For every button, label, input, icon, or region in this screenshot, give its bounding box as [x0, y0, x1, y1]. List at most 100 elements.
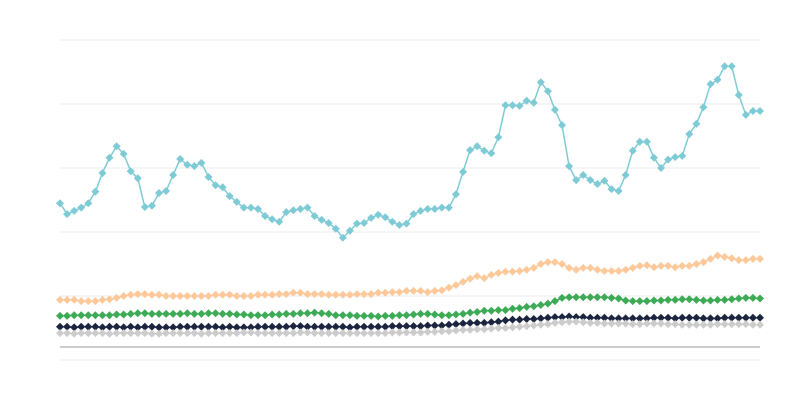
point-marker	[572, 317, 581, 326]
point-marker	[183, 322, 192, 331]
point-marker	[310, 290, 319, 299]
point-marker	[388, 288, 397, 297]
point-marker	[119, 323, 128, 332]
point-marker	[169, 292, 178, 300]
point-marker	[550, 297, 559, 306]
point-marker	[713, 320, 722, 329]
point-marker	[84, 297, 93, 306]
point-marker	[345, 226, 354, 235]
point-marker	[565, 293, 574, 302]
point-marker	[381, 288, 390, 297]
point-marker	[621, 296, 630, 305]
point-marker	[112, 142, 121, 151]
point-marker	[466, 274, 475, 283]
point-marker	[360, 322, 369, 331]
point-marker	[204, 172, 213, 181]
point-marker	[56, 329, 64, 338]
point-marker	[756, 313, 764, 322]
point-marker	[218, 290, 227, 299]
point-marker	[558, 293, 567, 302]
point-marker	[437, 327, 446, 336]
point-marker	[402, 219, 411, 228]
point-marker	[176, 309, 185, 318]
point-marker	[381, 213, 390, 222]
point-marker	[501, 267, 510, 276]
point-marker	[190, 162, 199, 171]
point-marker	[395, 220, 404, 229]
point-marker	[77, 329, 86, 338]
point-marker	[558, 121, 567, 130]
series	[56, 251, 764, 306]
point-marker	[310, 329, 319, 338]
point-marker	[211, 181, 220, 190]
point-marker	[565, 312, 574, 321]
point-marker	[692, 320, 701, 329]
point-marker	[402, 322, 411, 331]
point-marker	[140, 322, 149, 331]
point-marker	[98, 311, 107, 320]
point-marker	[183, 160, 192, 169]
point-marker	[388, 322, 397, 331]
point-marker	[494, 306, 503, 315]
point-marker	[261, 311, 270, 320]
point-marker	[494, 324, 503, 332]
point-marker	[508, 304, 517, 313]
point-marker	[522, 96, 531, 105]
point-marker	[338, 329, 347, 338]
point-marker	[246, 203, 255, 212]
point-marker	[671, 263, 680, 272]
point-marker	[444, 283, 453, 292]
point-marker	[232, 197, 241, 206]
point-marker	[345, 323, 354, 332]
point-marker	[416, 328, 425, 337]
point-marker	[345, 329, 354, 338]
point-marker	[282, 208, 291, 217]
point-marker	[664, 155, 673, 164]
point-marker	[98, 295, 107, 304]
point-marker	[91, 297, 100, 306]
point-marker	[437, 286, 446, 295]
point-marker	[77, 322, 86, 331]
point-marker	[352, 219, 361, 228]
point-marker	[112, 322, 121, 331]
point-marker	[154, 309, 163, 318]
series	[56, 62, 764, 242]
point-marker	[162, 309, 171, 318]
point-marker	[154, 323, 163, 332]
point-marker	[515, 322, 524, 331]
point-marker	[473, 308, 482, 316]
point-marker	[105, 295, 114, 304]
point-marker	[303, 203, 312, 212]
point-marker	[147, 309, 156, 318]
point-marker	[572, 313, 581, 322]
point-marker	[63, 329, 72, 338]
point-marker	[692, 295, 701, 304]
point-marker	[416, 309, 425, 318]
point-marker	[529, 321, 538, 330]
point-marker	[664, 320, 673, 329]
point-marker	[642, 137, 651, 146]
point-marker	[119, 329, 128, 338]
point-marker	[699, 103, 708, 112]
point-marker	[360, 219, 369, 228]
point-marker	[126, 309, 135, 318]
point-marker	[324, 309, 333, 318]
point-marker	[140, 290, 149, 299]
point-marker	[579, 318, 588, 327]
point-marker	[614, 314, 623, 323]
point-marker	[360, 311, 369, 320]
point-marker	[154, 188, 163, 197]
point-marker	[459, 309, 468, 318]
point-marker	[105, 311, 114, 320]
point-marker	[713, 295, 722, 304]
point-marker	[720, 295, 729, 304]
point-marker	[225, 192, 234, 201]
point-marker	[133, 309, 142, 318]
point-marker	[727, 254, 736, 263]
point-marker	[600, 176, 609, 185]
point-marker	[756, 107, 764, 116]
point-marker	[289, 206, 298, 215]
point-marker	[133, 290, 142, 299]
point-marker	[402, 328, 411, 337]
point-marker	[324, 290, 333, 299]
